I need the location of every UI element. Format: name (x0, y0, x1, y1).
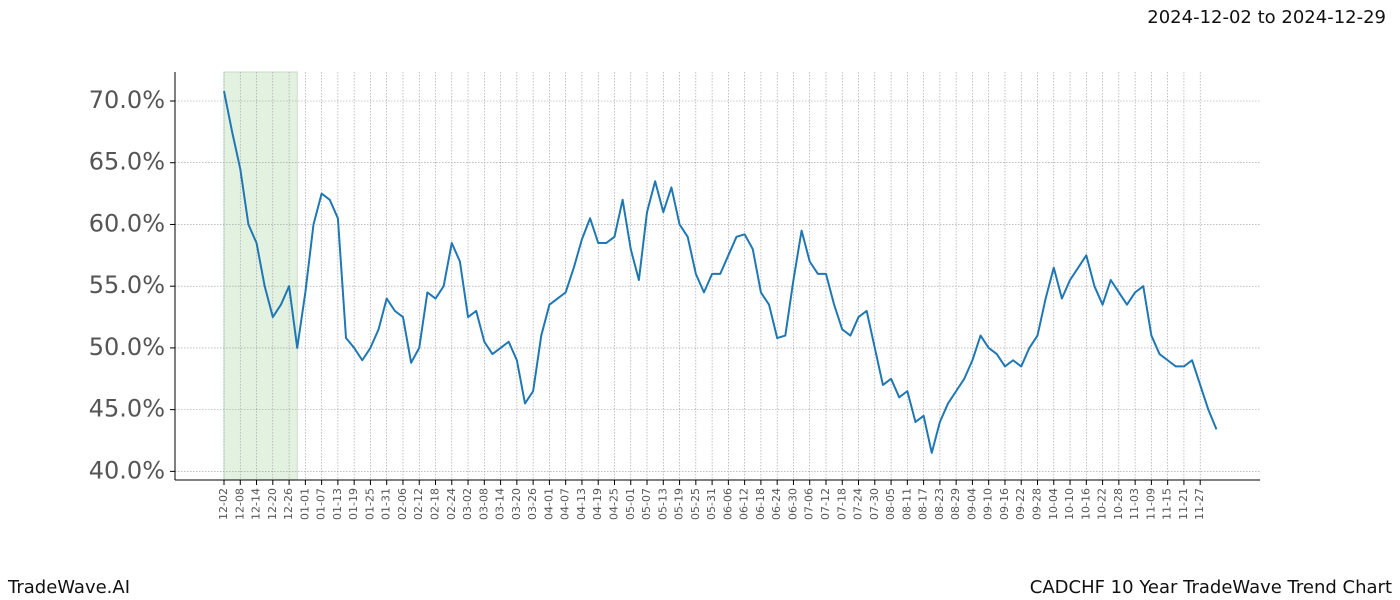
x-tick-label: 05-01 (624, 488, 637, 520)
y-tick-label: 45.0% (89, 395, 165, 423)
x-tick-label: 05-31 (705, 488, 718, 520)
x-tick-label: 09-22 (1014, 488, 1027, 520)
x-tick-label: 02-12 (412, 488, 425, 520)
x-tick-label: 02-18 (429, 488, 442, 520)
x-tick-label: 07-30 (868, 488, 881, 520)
x-tick-label: 04-13 (575, 488, 588, 520)
x-tick-label: 10-28 (1112, 488, 1125, 520)
x-tick-label: 02-06 (396, 488, 409, 520)
x-tick-label: 05-25 (689, 488, 702, 520)
y-tick-label: 60.0% (89, 209, 165, 237)
brand: TradeWave.AI (7, 577, 130, 598)
x-tick-label: 06-30 (786, 488, 799, 520)
x-tick-label: 10-04 (1047, 488, 1060, 520)
x-tick-label: 12-26 (282, 488, 295, 520)
x-tick-label: 07-24 (852, 488, 865, 520)
x-tick-label: 12-20 (266, 488, 279, 520)
x-tick-label: 01-13 (331, 488, 344, 520)
highlight-band (223, 71, 298, 481)
x-tick-label: 06-24 (770, 488, 783, 520)
x-tick-label: 11-03 (1128, 488, 1141, 520)
x-tick-label: 05-19 (673, 488, 686, 520)
x-tick-label: 04-25 (607, 488, 620, 520)
chart-title: CADCHF 10 Year TradeWave Trend Chart (1030, 577, 1392, 598)
x-tick-label: 09-10 (982, 488, 995, 520)
x-tick-label: 10-22 (1096, 488, 1109, 520)
x-tick-label: 03-14 (494, 488, 507, 520)
x-tick-label: 04-07 (559, 488, 572, 520)
x-tick-label: 09-28 (1031, 488, 1044, 520)
x-tick-label: 07-18 (835, 488, 848, 520)
y-tick-label: 40.0% (89, 456, 165, 484)
x-tick-label: 02-24 (445, 488, 458, 520)
y-tick-label: 50.0% (89, 333, 165, 361)
trend-line (223, 90, 1218, 454)
x-tick-label: 06-12 (738, 488, 751, 520)
x-tick-label: 08-11 (900, 488, 913, 520)
x-tick-label: 05-13 (656, 488, 669, 520)
x-tick-label: 06-18 (754, 488, 767, 520)
x-tick-label: 08-05 (884, 488, 897, 520)
x-tick-label: 09-04 (965, 488, 978, 520)
x-tick-label: 11-09 (1144, 488, 1157, 520)
x-tick-label: 11-15 (1161, 488, 1174, 520)
x-tick-label: 12-14 (250, 488, 263, 520)
x-tick-label: 11-21 (1177, 488, 1190, 520)
x-tick-label: 09-16 (998, 488, 1011, 520)
x-tick-label: 03-02 (461, 488, 474, 520)
y-tick-label: 70.0% (89, 86, 165, 114)
x-tick-label: 04-19 (591, 488, 604, 520)
subtitle: 2024-12-02 to 2024-12-29 (1147, 7, 1386, 28)
x-tick-label: 06-06 (721, 488, 734, 520)
x-tick-label: 04-01 (542, 488, 555, 520)
x-tick-label: 01-01 (298, 488, 311, 520)
x-tick-label: 01-25 (363, 488, 376, 520)
x-tick-label: 10-10 (1063, 488, 1076, 520)
x-tick-label: 03-20 (510, 488, 523, 520)
x-tick-label: 07-12 (819, 488, 832, 520)
x-tick-label: 08-29 (949, 488, 962, 520)
x-tick-label: 08-17 (917, 488, 930, 520)
y-tick-label: 65.0% (89, 148, 165, 176)
x-tick-label: 10-16 (1079, 488, 1092, 520)
x-tick-label: 01-07 (315, 488, 328, 520)
x-tick-label: 03-08 (477, 488, 490, 520)
x-tick-label: 01-31 (380, 488, 393, 520)
x-tick-label: 01-19 (347, 488, 360, 520)
x-tick-label: 03-26 (526, 488, 539, 520)
x-tick-label: 07-06 (803, 488, 816, 520)
x-tick-label: 12-08 (233, 488, 246, 520)
x-tick-label: 08-23 (933, 488, 946, 520)
x-tick-label: 11-27 (1193, 488, 1206, 520)
y-tick-label: 55.0% (89, 271, 165, 299)
x-tick-label: 05-07 (640, 488, 653, 520)
x-tick-label: 12-02 (217, 488, 230, 520)
